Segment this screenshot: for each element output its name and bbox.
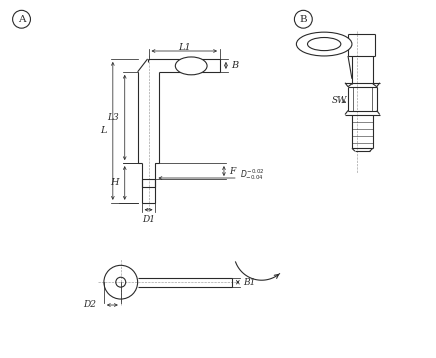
Text: L3: L3 (107, 113, 119, 122)
Text: A: A (18, 15, 25, 24)
Text: L: L (100, 126, 107, 135)
Ellipse shape (175, 57, 207, 75)
Ellipse shape (296, 32, 352, 56)
Text: B: B (231, 61, 238, 70)
Ellipse shape (307, 38, 341, 50)
Text: F: F (229, 166, 235, 175)
Text: B: B (300, 15, 307, 24)
Text: D2: D2 (83, 300, 96, 309)
Text: H: H (110, 179, 119, 188)
Text: L1: L1 (178, 43, 191, 52)
Text: SW: SW (332, 96, 347, 105)
Text: D1: D1 (142, 215, 155, 224)
Text: $D^{-0.02}_{-0.04}$: $D^{-0.02}_{-0.04}$ (240, 168, 264, 183)
Text: B1: B1 (243, 278, 255, 287)
